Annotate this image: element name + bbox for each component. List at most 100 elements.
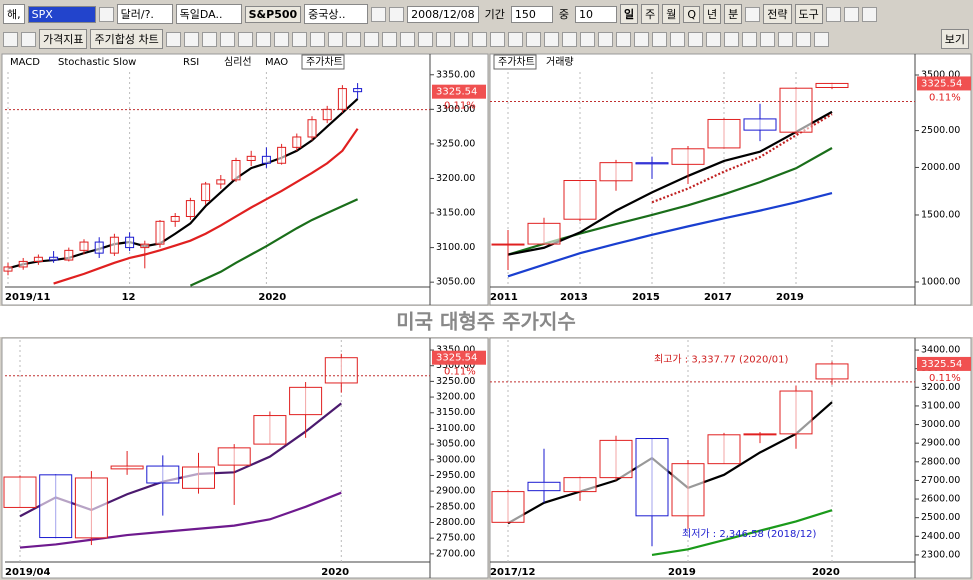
candle-body [155, 220, 165, 245]
y-tick-label: 3200.00 [921, 382, 960, 393]
tab[interactable]: MACD [10, 57, 40, 68]
tab[interactable]: MAO [265, 57, 288, 68]
x-tick-label: 2020 [258, 292, 286, 303]
candle-body [779, 390, 813, 435]
symbol[interactable]: SPX [27, 5, 96, 23]
menu[interactable]: 전략 [763, 4, 792, 24]
panel [489, 53, 972, 306]
candle-body [94, 241, 104, 254]
price-box [432, 350, 486, 365]
change-label: 0.11% [929, 373, 961, 384]
y-tick-label: 3150.00 [436, 208, 475, 219]
y-tick-label: 3400.00 [921, 345, 960, 356]
combo[interactable]: 독일DA.. [175, 4, 242, 24]
tab[interactable]: 주가차트 [498, 56, 535, 68]
candle-body [170, 215, 180, 222]
period[interactable]: 년 [703, 4, 722, 24]
y-tick-label: 3300.00 [436, 104, 475, 115]
y-tick-label: 2750.00 [436, 533, 475, 544]
candle-body [491, 491, 525, 523]
candle-body [815, 363, 849, 380]
y-tick-label: 3350.00 [436, 345, 475, 356]
candle-body [671, 463, 705, 517]
input[interactable]: 10 [574, 5, 617, 23]
ma-line [507, 191, 833, 278]
button[interactable]: 보기 [940, 29, 969, 49]
candle-body [779, 87, 813, 133]
period[interactable]: 일 [619, 4, 639, 24]
candle-body [140, 243, 150, 249]
tab-box [493, 54, 537, 70]
ma-line [651, 509, 833, 557]
candle-body [201, 183, 211, 202]
x-tick-label: 2019 [776, 292, 804, 303]
candle-body [49, 256, 59, 261]
candle-body [253, 415, 287, 445]
candle-body [109, 236, 119, 254]
y-tick-label: 3000.00 [921, 419, 960, 430]
low-note: 최저가 : 2,346.58 (2018/12) [682, 528, 816, 540]
candle-body [125, 236, 135, 249]
candle-body [599, 162, 633, 182]
period[interactable]: Q [683, 5, 700, 23]
candle-body [491, 243, 525, 246]
field[interactable]: 해, [3, 4, 25, 24]
candle-body [231, 159, 241, 181]
y-tick-label: 2000.00 [921, 162, 960, 173]
period[interactable]: 주 [641, 4, 660, 24]
y-tick-label: 3050.00 [436, 439, 475, 450]
candle-body [261, 155, 271, 164]
candle-body [79, 241, 89, 251]
candle-body [743, 118, 777, 131]
tab[interactable]: 심리선 [224, 56, 252, 68]
candle-body [527, 481, 561, 492]
change-label: 0.11% [444, 101, 476, 112]
price-label: 3325.54 [921, 78, 962, 89]
candle-body [707, 118, 741, 149]
y-tick-label: 2800.00 [921, 456, 960, 467]
tab[interactable]: Stochastic Slow [58, 57, 136, 68]
ma-line [651, 113, 833, 204]
ma-line [53, 128, 359, 285]
price-box [432, 84, 486, 99]
combo[interactable]: 중국상.. [304, 4, 369, 24]
candle-body [324, 357, 358, 384]
y-tick-label: 3350.00 [436, 69, 475, 80]
candle-body [246, 155, 256, 161]
y-tick-label: 2300.00 [921, 549, 960, 560]
x-tick-label: 2013 [560, 292, 588, 303]
tab[interactable]: 거래량 [546, 56, 574, 68]
menu[interactable]: 도구 [794, 4, 823, 24]
y-tick-label: 2850.00 [436, 501, 475, 512]
x-tick-label: 2019 [668, 567, 696, 578]
y-tick-label: 3250.00 [436, 138, 475, 149]
input[interactable]: 150 [510, 5, 553, 23]
candle-body [289, 386, 323, 416]
toolbar-row2: 가격지표 주기합성 차트 보기 [0, 29, 973, 49]
button[interactable]: 주기합성 차트 [90, 29, 163, 49]
y-tick-label: 2900.00 [921, 438, 960, 449]
period[interactable]: 월 [662, 4, 681, 24]
combo[interactable]: 달러/?. [116, 4, 173, 24]
ma-line [507, 147, 833, 256]
candle-body [563, 180, 597, 220]
period[interactable]: 분 [724, 4, 743, 24]
candle-body [74, 477, 108, 539]
change-label: 0.11% [929, 92, 961, 103]
tab[interactable]: RSI [183, 57, 199, 68]
toolbar-row1: 해, SPX 달러/?. 독일DA.. S&P500 중국상.. 2008/12… [0, 4, 973, 24]
x-tick-label: 2015 [632, 292, 660, 303]
candle-body [671, 148, 705, 165]
candle-body [64, 249, 74, 261]
button[interactable]: 가격지표 [39, 29, 88, 49]
candle-body [110, 465, 144, 470]
x-tick-label: 2019/11 [5, 292, 50, 303]
x-tick-label: 12 [122, 292, 136, 303]
tab[interactable]: 주가차트 [306, 56, 343, 68]
date[interactable]: 2008/12/08 [407, 5, 479, 23]
price-label: 3325.54 [436, 87, 477, 98]
combo[interactable]: S&P500 [244, 5, 302, 23]
candle-body [527, 222, 561, 245]
